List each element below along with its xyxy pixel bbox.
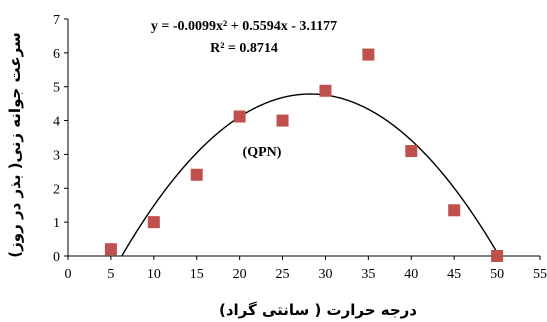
data-point <box>276 114 289 127</box>
x-tick-label: 30 <box>318 267 332 282</box>
x-tick-label: 35 <box>361 267 375 282</box>
data-point <box>190 168 203 181</box>
r-squared-label: R² = 0.8714 <box>210 41 278 56</box>
data-point <box>362 48 375 61</box>
data-point <box>233 110 246 123</box>
trendline-equation: y = -0.0099x² + 0.5594x - 3.1177 <box>151 19 337 34</box>
x-tick-label: 50 <box>490 267 504 282</box>
y-tick-label: 1 <box>53 216 60 231</box>
y-axis-ticks: 0 1 2 3 4 5 6 7 <box>53 13 68 265</box>
x-axis-title: درجه حرارت ( سانتی گراد) <box>219 301 417 319</box>
y-tick-label: 4 <box>53 115 60 130</box>
x-tick-label: 40 <box>404 267 418 282</box>
data-point <box>491 250 504 262</box>
x-tick-label: 20 <box>233 267 247 282</box>
x-tick-label: 55 <box>533 267 547 282</box>
series-annotation-label: (QPN) <box>243 145 282 160</box>
y-tick-label: 0 <box>53 250 60 265</box>
data-point <box>104 243 117 256</box>
y-tick-label: 5 <box>53 81 60 96</box>
x-axis-ticks: 0 5 10 15 20 25 30 35 40 45 50 55 <box>65 256 547 282</box>
y-axis-title: سرعت جوانه زنی( بذر در روز) <box>6 32 24 257</box>
x-tick-label: 10 <box>147 267 161 282</box>
y-tick-label: 2 <box>53 182 60 197</box>
y-tick-label: 7 <box>53 13 60 28</box>
y-tick-label: 3 <box>53 148 60 163</box>
x-tick-label: 45 <box>447 267 461 282</box>
data-point <box>319 84 332 97</box>
x-tick-label: 15 <box>190 267 204 282</box>
data-points <box>104 48 504 262</box>
x-tick-label: 5 <box>107 267 114 282</box>
data-point <box>147 216 160 229</box>
data-point <box>448 204 461 217</box>
x-tick-label: 0 <box>65 267 72 282</box>
axes <box>67 19 540 257</box>
trendline-curve <box>121 93 500 256</box>
y-tick-label: 6 <box>53 47 60 62</box>
data-point <box>405 145 418 158</box>
x-tick-label: 25 <box>276 267 290 282</box>
